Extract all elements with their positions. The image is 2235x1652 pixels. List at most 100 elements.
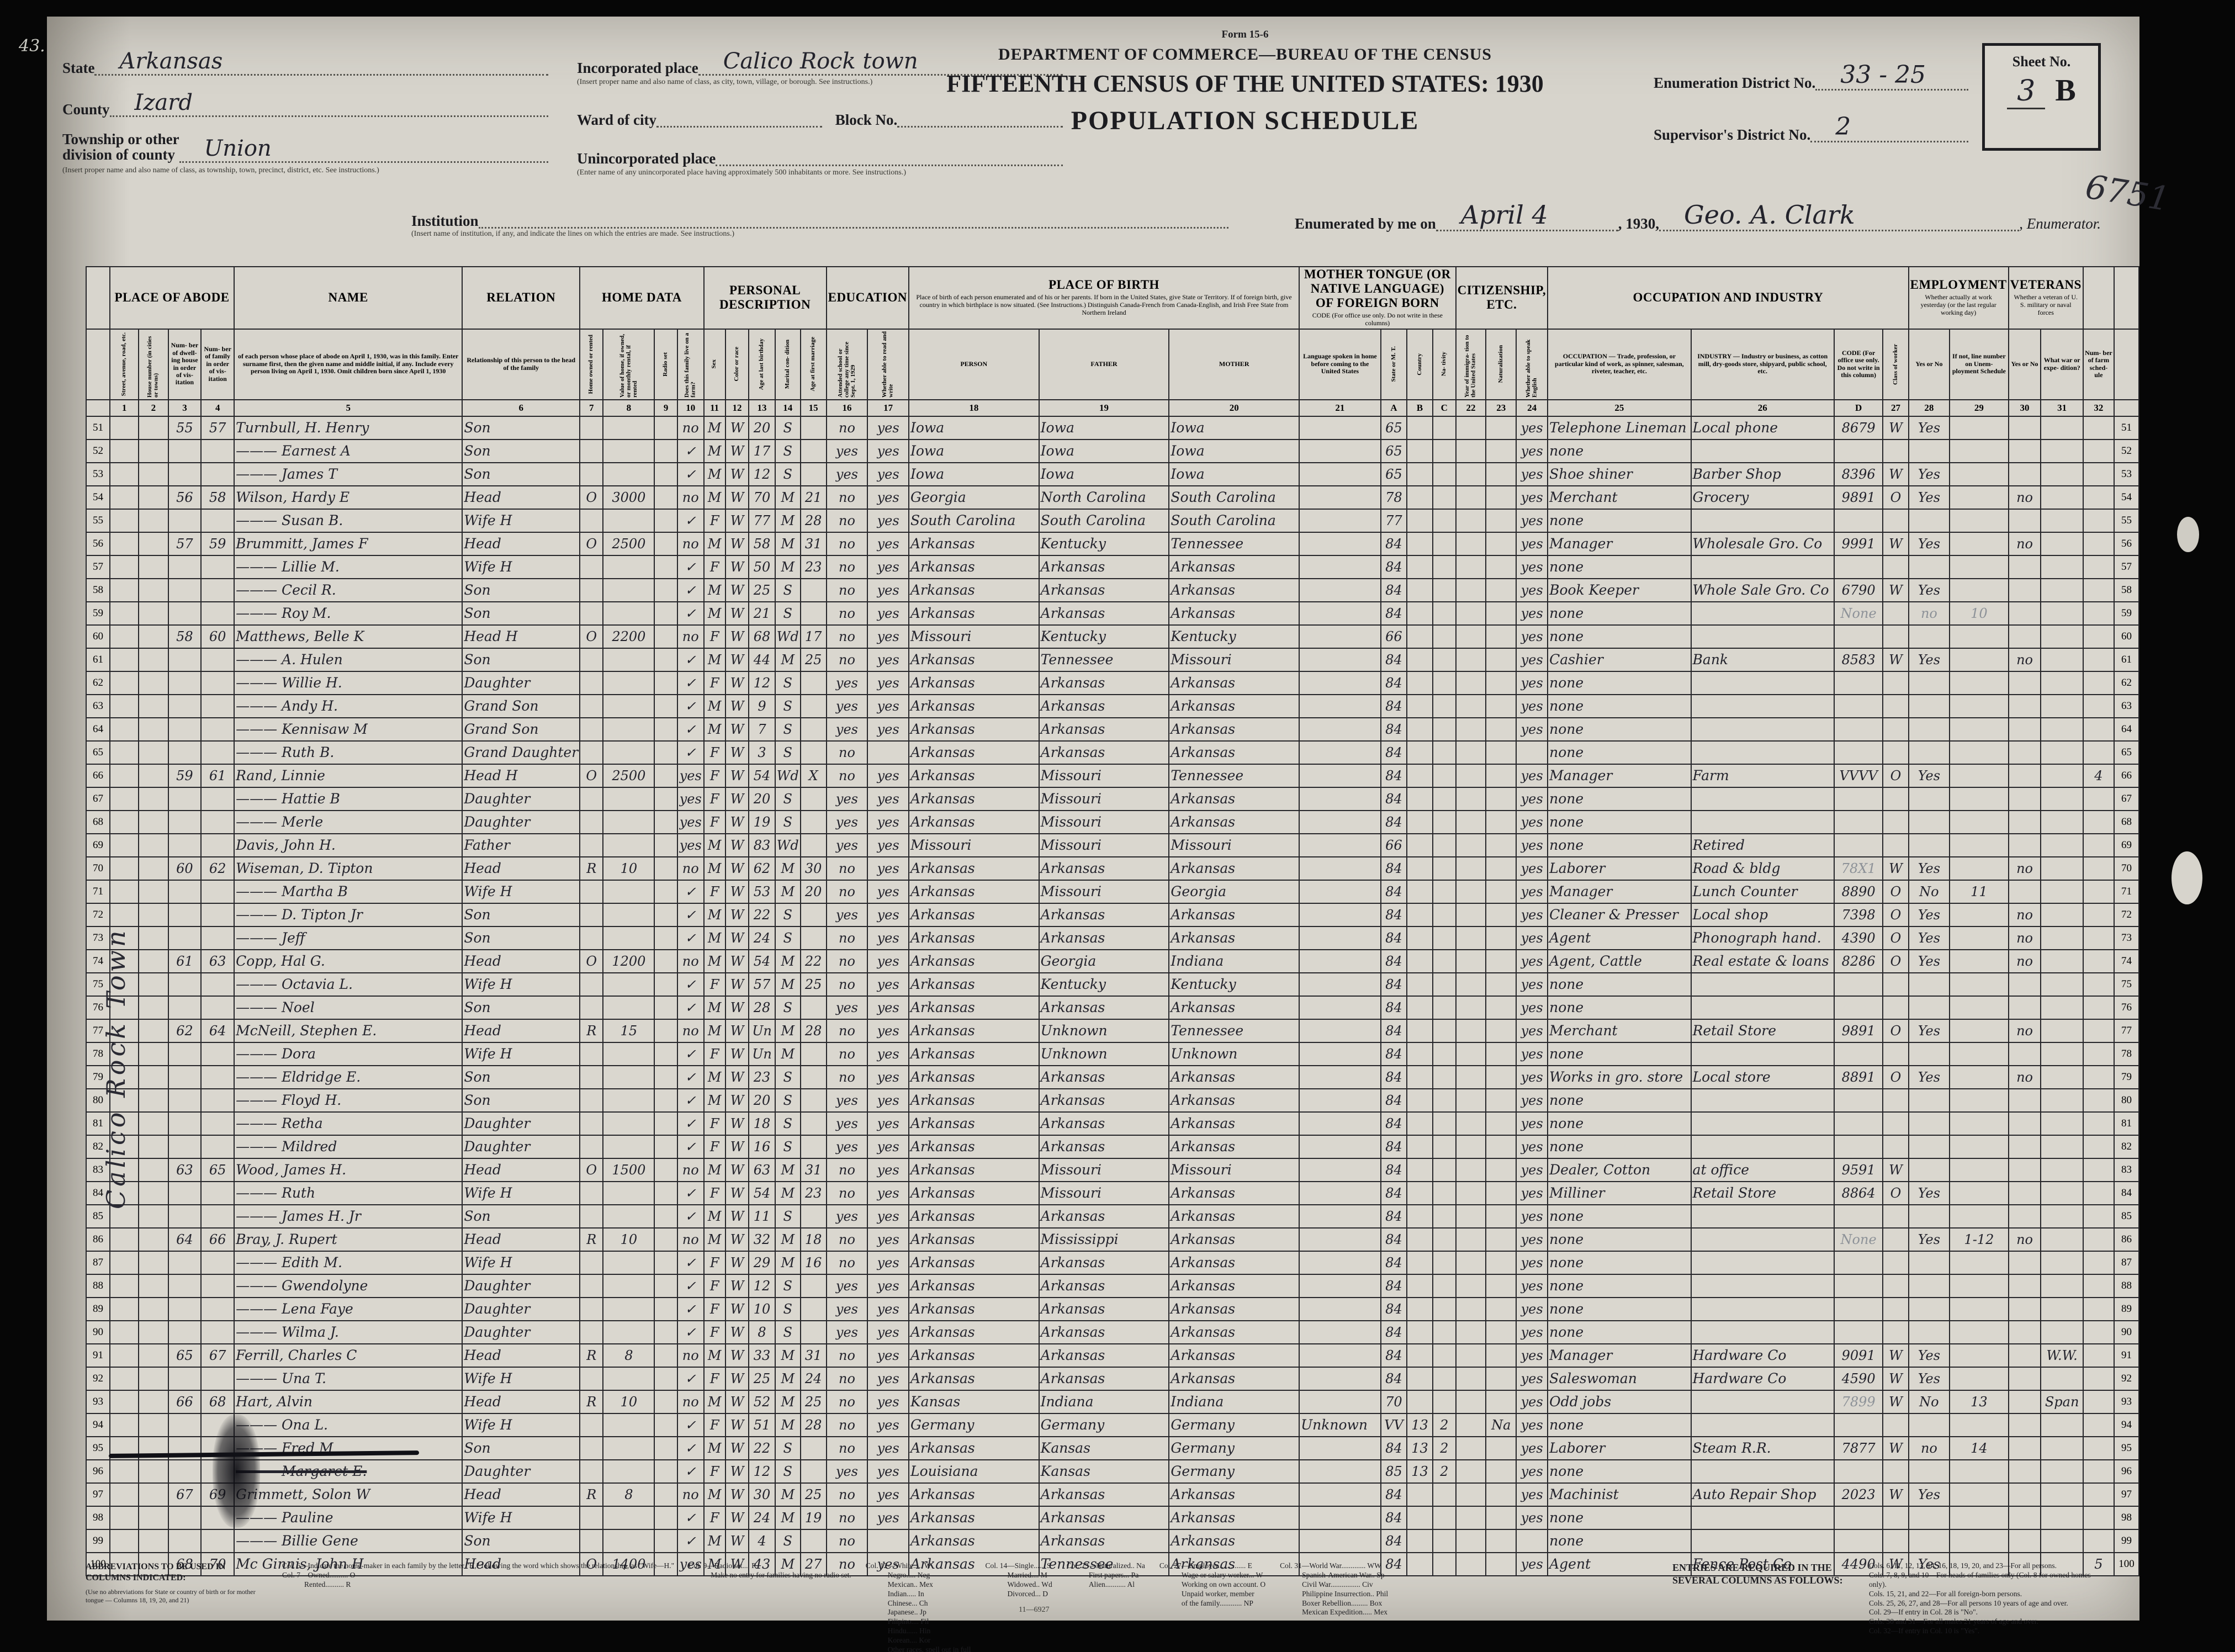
cell-code_b [1406,1134,1433,1159]
column-number: 12 [724,399,750,417]
cell-sex: F [703,1366,726,1391]
cell-bp_mother: Arkansas [1168,601,1300,626]
cell-english: yes [1516,949,1549,973]
county-label: County [62,100,110,118]
cell-bp_father: Germany [1038,1412,1170,1437]
cell-name: Brummitt, James F [234,531,463,556]
cell-worker_class [1882,1227,1909,1252]
cell-name: ——— James H. Jr [234,1204,463,1229]
cell-school: no [825,856,868,881]
cell-english [1516,1528,1549,1553]
cell-radio [654,879,678,904]
cell-read: yes [867,601,909,626]
cell-dwelling [167,1412,202,1437]
cell-bp_person: Arkansas [908,601,1040,626]
cell-family: 68 [200,1389,235,1414]
cell-vet_war [2040,833,2084,857]
cell-sex: M [703,902,726,927]
cell-sex: F [703,508,726,533]
cell-worker_class [1882,1528,1909,1553]
cell-worker_class: W [1882,415,1909,440]
cell-farm: ✓ [676,1111,705,1136]
census-page: State Arkansas County Izard Township or … [47,17,2202,1652]
cell-street [109,995,140,1020]
cell-house [138,740,169,765]
cell-marital: S [774,1528,801,1553]
cell-farm_sched [2082,809,2115,834]
cell-farm: no [676,1018,705,1043]
cell-code_c [1432,1366,1457,1391]
cell-code_a: 84 [1380,717,1408,742]
cell-family [200,1088,235,1113]
cell-emp_line [1949,624,2009,649]
cell-english: yes [1516,1296,1549,1321]
cell-bp_mother: Arkansas [1168,1505,1300,1530]
cell-marital: S [774,740,801,765]
cell-code_c [1432,438,1457,463]
cell-ln: 73 [85,925,111,950]
cell-name: ——— Dora [234,1041,463,1066]
cell-vet_war [2040,1505,2084,1530]
cell-code_a: 65 [1380,462,1408,486]
cell-family: 63 [200,949,235,973]
cell-code_b [1406,1296,1433,1321]
cell-ln2: 73 [2113,925,2140,950]
cell-name: ——— Ruth [234,1180,463,1205]
cell-farm: ✓ [676,1320,705,1344]
cell-street [109,925,140,950]
cell-natural [1485,1482,1517,1507]
cell-vet [2008,833,2042,857]
cell-industry: Wholesale Gro. Co [1690,531,1835,556]
unincorporated-value [716,142,1063,166]
cell-code_b [1406,438,1433,463]
cell-ln: 88 [85,1273,111,1298]
cell-natural [1485,1505,1517,1530]
cell-natural [1485,1018,1517,1043]
cell-worker_class [1882,833,1909,857]
cell-bp_father: Kentucky [1038,624,1170,649]
cell-code_c [1432,1552,1457,1576]
cell-ln: 91 [85,1343,111,1368]
cell-school: no [825,554,868,579]
cell-bp_person: Arkansas [908,670,1040,695]
cell-color: W [724,1389,750,1414]
cell-sex: M [703,1389,726,1414]
cell-industry [1690,601,1835,626]
township-label: Township or other division of county [62,131,179,163]
cell-age_marr [799,1320,827,1344]
cell-code_b [1406,763,1433,788]
cell-emp_line [1949,809,2009,834]
cell-value: 1500 [602,1157,655,1182]
cell-farm_sched [2082,949,2115,973]
cell-name: ——— Retha [234,1111,463,1136]
cell-vet_war [2040,1459,2084,1484]
cell-industry [1690,786,1835,811]
cell-name: ——— Noel [234,995,463,1020]
cell-occupation: none [1547,670,1692,695]
cell-vet [2008,1204,2042,1229]
cell-occupation: none [1547,1227,1692,1252]
cell-ln2: 79 [2113,1065,2140,1089]
column-number: 2 [138,399,169,417]
cell-worker_class: W [1882,1436,1909,1460]
cell-industry [1690,972,1835,997]
cell-age_marr: 23 [799,554,827,579]
cell-school: yes [825,693,868,718]
cell-emp_line [1949,693,2009,718]
cell-house [138,856,169,881]
cell-school: no [825,1505,868,1530]
cell-house [138,647,169,672]
cell-industry [1690,438,1835,463]
cell-bp_person: Arkansas [908,995,1040,1020]
cell-imm_year [1455,1459,1487,1484]
cell-age_marr [799,1273,827,1298]
cell-read: yes [867,1482,909,1507]
cell-code_b [1406,1320,1433,1344]
cell-industry: Local shop [1690,902,1835,927]
cell-bp_person: Missouri [908,833,1040,857]
cell-ln2: 67 [2113,786,2140,811]
column-header-code_a: State or M. T. [1380,328,1408,400]
cell-house [138,1250,169,1275]
entries-line: Cols. 6, 11, 12, 13, 14, 16, 18, 19, 20,… [1869,1561,2057,1570]
